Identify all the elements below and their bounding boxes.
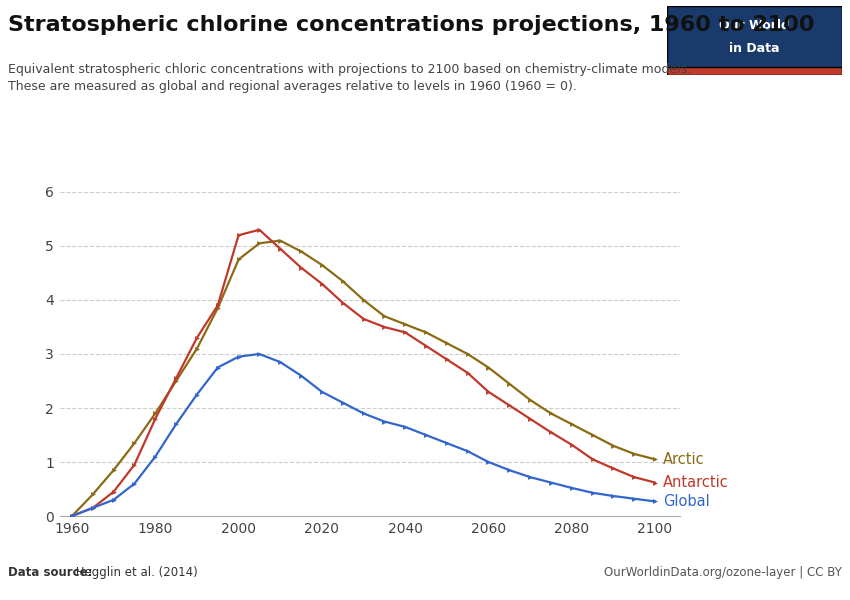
FancyBboxPatch shape (667, 67, 842, 75)
Text: Stratospheric chlorine concentrations projections, 1960 to 2100: Stratospheric chlorine concentrations pr… (8, 15, 815, 35)
Text: Arctic: Arctic (663, 452, 705, 467)
Text: Global: Global (663, 494, 710, 509)
FancyBboxPatch shape (667, 6, 842, 75)
Text: Data source:: Data source: (8, 566, 93, 579)
Text: Antarctic: Antarctic (663, 475, 729, 490)
Text: OurWorldinData.org/ozone-layer | CC BY: OurWorldinData.org/ozone-layer | CC BY (604, 566, 842, 579)
Text: Hegglin et al. (2014): Hegglin et al. (2014) (72, 566, 198, 579)
Text: Equivalent stratospheric chloric concentrations with projections to 2100 based o: Equivalent stratospheric chloric concent… (8, 63, 692, 93)
Text: Our World: Our World (719, 19, 790, 32)
Text: in Data: in Data (729, 42, 779, 55)
